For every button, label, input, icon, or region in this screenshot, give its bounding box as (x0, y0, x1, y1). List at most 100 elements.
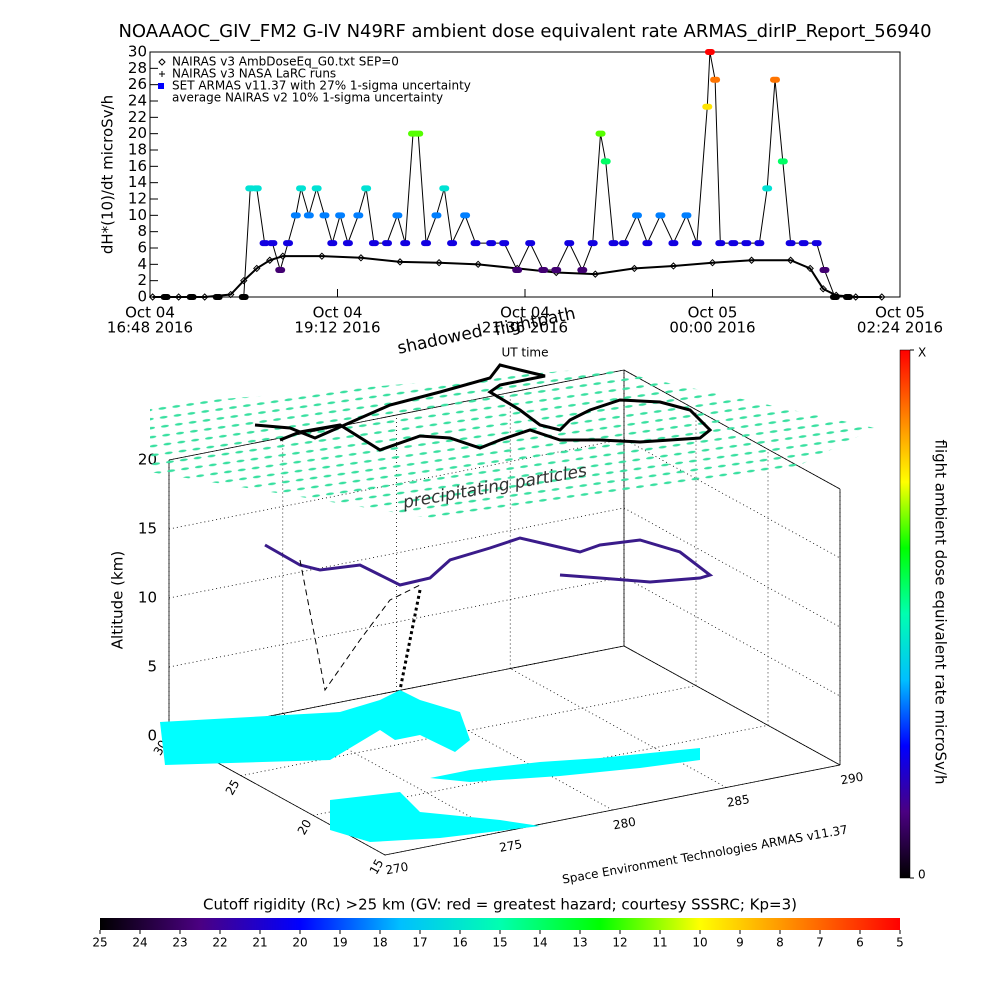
point (303, 212, 314, 219)
legend-symbol (158, 83, 164, 89)
y-tick-label: 4 (137, 255, 147, 273)
x-tick-label: Oct 04 (313, 304, 363, 322)
box-edge (623, 645, 841, 766)
colorbar-tick-label: 19 (332, 936, 347, 950)
point (267, 240, 278, 247)
colorbar-tick-label: 14 (532, 936, 547, 950)
point (240, 276, 248, 285)
colorbar-tick-label: 22 (212, 936, 227, 950)
x-tick-label: 16:48 2016 (107, 319, 193, 337)
point (342, 240, 353, 247)
x-tick-label: 21:36 2016 (482, 319, 568, 337)
x-tick-label: Oct 05 (688, 304, 738, 322)
point (381, 240, 392, 247)
point (413, 130, 424, 137)
point (715, 240, 726, 247)
y-tick-label: 14 (128, 173, 147, 191)
colorbar-tick-label: 23 (172, 936, 187, 950)
y-tick-label: 22 (128, 108, 147, 126)
y-tick-label: 12 (128, 190, 147, 208)
point (357, 254, 365, 262)
point (319, 212, 330, 219)
flight-surface (150, 368, 875, 520)
point (486, 240, 497, 247)
z-tick-label: 10 (138, 589, 157, 607)
point (447, 240, 458, 247)
y-tick-label: 28 (128, 59, 147, 77)
colorbar-tick-label: 8 (776, 936, 784, 950)
colorbar-tick-label: 15 (492, 936, 507, 950)
point (668, 240, 679, 247)
land (430, 748, 700, 782)
colorbar-tick-label: 10 (692, 936, 707, 950)
x-tick-label: Oct 04 (500, 304, 550, 322)
point (148, 293, 157, 301)
point (642, 240, 653, 247)
land (160, 690, 470, 765)
legend-label: average NAIRAS v2 10% 1-sigma uncertaint… (172, 91, 443, 105)
y-tick-label: 30 (128, 43, 147, 61)
z-tick-label: 5 (147, 658, 157, 676)
x-tick-label: 280 (612, 815, 637, 833)
point (474, 260, 482, 269)
point (318, 252, 326, 260)
point (708, 258, 717, 267)
point (368, 240, 379, 247)
x-axis-label: UT time (501, 346, 548, 360)
y-tick-label: 16 (128, 157, 147, 175)
y-axis-label: dH*(10)/dt microSv/h (99, 95, 117, 254)
y-tick-label: 10 (128, 206, 147, 224)
point (811, 240, 822, 247)
descent (398, 589, 422, 691)
point (431, 212, 442, 219)
y-tick-label: 20 (128, 124, 147, 142)
point (238, 294, 249, 300)
colorbar-tick-label: 7 (816, 936, 824, 950)
point (435, 258, 443, 267)
legend-label: NAIRAS v3 NASA LaRC runs (172, 67, 336, 81)
x-tick-label: 270 (384, 860, 409, 878)
drop-line (299, 559, 421, 692)
x-tick-label: 00:00 2016 (669, 319, 755, 337)
colorbar-tick-label: 11 (652, 936, 667, 950)
x-tick-label: 290 (839, 770, 864, 788)
x-tick-label: 285 (726, 792, 751, 810)
point (470, 240, 481, 247)
point (361, 185, 372, 192)
point (595, 130, 606, 137)
point (290, 212, 301, 219)
y-tick-label: 25 (223, 777, 243, 797)
point (212, 294, 223, 300)
y-tick-label: 8 (137, 222, 147, 240)
colorbar-tick-label: 25 (92, 936, 107, 950)
y-tick-label: 0 (137, 288, 147, 306)
point (806, 264, 814, 273)
point (741, 240, 752, 247)
x-tick-label: Oct 04 (125, 304, 175, 322)
z-tick-label: 15 (138, 520, 157, 538)
point (327, 240, 338, 247)
colorbar-tick-label: 17 (412, 936, 427, 950)
point (786, 256, 795, 264)
point (396, 258, 404, 266)
y-tick-label: 2 (137, 271, 147, 289)
y-tick-label: 18 (128, 141, 147, 159)
y-tick-label: 6 (137, 239, 147, 257)
point (728, 240, 739, 247)
point (275, 267, 286, 274)
point (710, 76, 721, 83)
point (251, 185, 262, 192)
point (878, 293, 886, 301)
projected-path (264, 536, 714, 587)
point (311, 185, 322, 192)
z-tick-label: 0 (147, 727, 157, 745)
colorbar-tick-label: X (918, 346, 926, 360)
point (600, 158, 611, 165)
point (669, 262, 678, 270)
point (747, 256, 756, 264)
point (777, 158, 788, 165)
colorbar-tick-label: 12 (612, 936, 627, 950)
colorbar-tick-label: 5 (896, 936, 904, 950)
point (842, 294, 853, 300)
